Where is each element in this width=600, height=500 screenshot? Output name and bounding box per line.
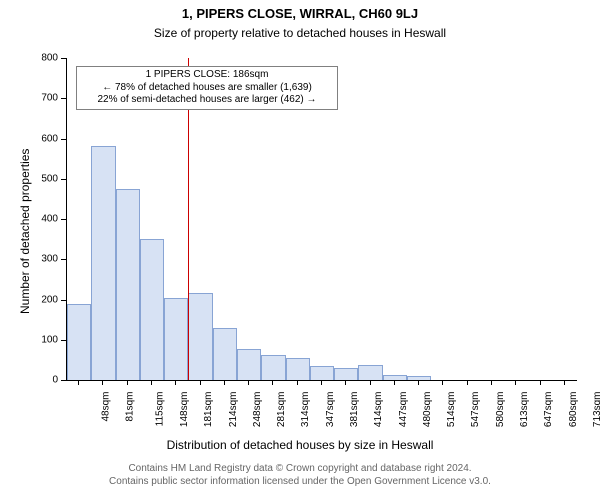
x-tick-mark: [515, 380, 516, 385]
x-tick-label: 281sqm: [276, 392, 287, 428]
x-tick-mark: [102, 380, 103, 385]
histogram-bar: [310, 366, 334, 380]
footer-line-2: Contains public sector information licen…: [0, 475, 600, 488]
x-tick-label: 447sqm: [398, 392, 409, 428]
histogram-bar: [237, 349, 261, 380]
x-tick-label: 214sqm: [228, 392, 239, 428]
x-tick-label: 680sqm: [568, 392, 579, 428]
x-tick-mark: [297, 380, 298, 385]
chart-subtitle: Size of property relative to detached ho…: [0, 26, 600, 40]
x-tick-mark: [442, 380, 443, 385]
x-tick-mark: [467, 380, 468, 385]
x-tick-label: 248sqm: [252, 392, 263, 428]
y-tick-label: 700: [0, 93, 58, 104]
histogram-bar: [116, 189, 140, 380]
x-tick-mark: [151, 380, 152, 385]
y-tick-mark: [61, 139, 66, 140]
x-tick-label: 613sqm: [519, 392, 530, 428]
y-tick-mark: [61, 179, 66, 180]
x-tick-mark: [418, 380, 419, 385]
x-tick-mark: [127, 380, 128, 385]
x-axis-label: Distribution of detached houses by size …: [0, 438, 600, 452]
x-tick-mark: [540, 380, 541, 385]
x-tick-mark: [345, 380, 346, 385]
y-tick-mark: [61, 259, 66, 260]
y-tick-label: 300: [0, 254, 58, 265]
histogram-bar: [188, 293, 212, 380]
x-tick-mark: [370, 380, 371, 385]
x-tick-label: 314sqm: [301, 392, 312, 428]
y-tick-label: 600: [0, 133, 58, 144]
x-tick-label: 713sqm: [592, 392, 600, 428]
page-title: 1, PIPERS CLOSE, WIRRAL, CH60 9LJ: [0, 6, 600, 21]
x-tick-label: 48sqm: [101, 392, 112, 422]
x-tick-label: 347sqm: [325, 392, 336, 428]
y-tick-label: 400: [0, 214, 58, 225]
y-tick-label: 100: [0, 334, 58, 345]
histogram-bar: [407, 376, 431, 380]
histogram-bar: [383, 375, 407, 380]
histogram-bar: [213, 328, 237, 380]
x-tick-mark: [394, 380, 395, 385]
x-tick-mark: [564, 380, 565, 385]
x-tick-mark: [200, 380, 201, 385]
footer-attribution: Contains HM Land Registry data © Crown c…: [0, 462, 600, 488]
x-tick-label: 580sqm: [495, 392, 506, 428]
y-tick-label: 0: [0, 375, 58, 386]
y-tick-mark: [61, 219, 66, 220]
x-tick-mark: [224, 380, 225, 385]
histogram-bar: [261, 355, 285, 380]
x-tick-label: 547sqm: [471, 392, 482, 428]
y-tick-mark: [61, 300, 66, 301]
x-tick-label: 381sqm: [349, 392, 360, 428]
x-tick-label: 480sqm: [422, 392, 433, 428]
histogram-bar: [358, 365, 382, 380]
y-tick-label: 500: [0, 173, 58, 184]
histogram-bar: [140, 239, 164, 380]
footer-line-1: Contains HM Land Registry data © Crown c…: [0, 462, 600, 475]
histogram-bar: [286, 358, 310, 380]
y-tick-mark: [61, 380, 66, 381]
annotation-line: ← 78% of detached houses are smaller (1,…: [83, 82, 331, 95]
x-tick-mark: [272, 380, 273, 385]
annotation-box: 1 PIPERS CLOSE: 186sqm← 78% of detached …: [76, 66, 338, 110]
x-tick-mark: [248, 380, 249, 385]
annotation-line: 22% of semi-detached houses are larger (…: [83, 94, 331, 107]
x-tick-label: 148sqm: [179, 392, 190, 428]
y-tick-mark: [61, 340, 66, 341]
x-tick-label: 514sqm: [446, 392, 457, 428]
histogram-bar: [334, 368, 358, 380]
x-tick-label: 115sqm: [154, 392, 165, 427]
y-tick-label: 200: [0, 294, 58, 305]
x-tick-label: 647sqm: [543, 392, 554, 428]
y-tick-mark: [61, 98, 66, 99]
x-tick-mark: [491, 380, 492, 385]
x-tick-label: 181sqm: [203, 392, 214, 428]
x-tick-mark: [175, 380, 176, 385]
x-tick-mark: [321, 380, 322, 385]
annotation-line: 1 PIPERS CLOSE: 186sqm: [83, 69, 331, 82]
histogram-bar: [67, 304, 91, 380]
x-tick-label: 81sqm: [125, 392, 136, 422]
x-tick-label: 414sqm: [373, 392, 384, 428]
histogram-bar: [164, 298, 188, 380]
histogram-bar: [91, 146, 115, 380]
chart-container: 1, PIPERS CLOSE, WIRRAL, CH60 9LJ Size o…: [0, 0, 600, 500]
x-tick-mark: [78, 380, 79, 385]
y-tick-label: 800: [0, 53, 58, 64]
y-tick-mark: [61, 58, 66, 59]
